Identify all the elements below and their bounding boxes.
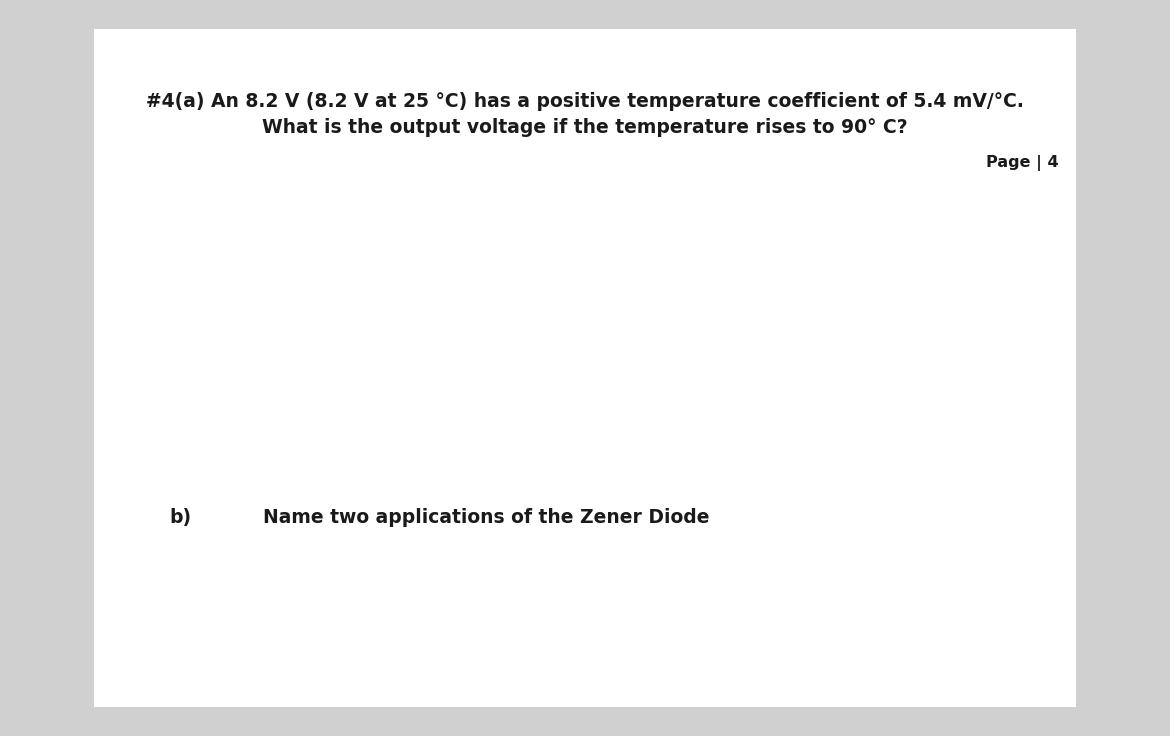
Text: What is the output voltage if the temperature rises to 90° C?: What is the output voltage if the temper… [262, 118, 908, 137]
FancyBboxPatch shape [94, 29, 1076, 707]
Text: Name two applications of the Zener Diode: Name two applications of the Zener Diode [263, 508, 710, 527]
Text: #4(a) An 8.2 V (8.2 V at 25 °C) has a positive temperature coefficient of 5.4 mV: #4(a) An 8.2 V (8.2 V at 25 °C) has a po… [146, 92, 1024, 111]
Text: Page | 4: Page | 4 [986, 155, 1059, 171]
Text: b): b) [170, 508, 192, 527]
